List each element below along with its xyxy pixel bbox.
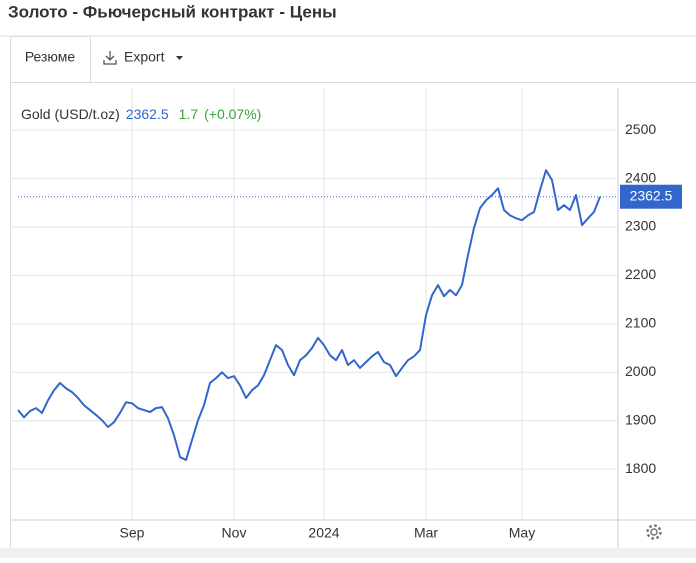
y-tick-label: 2300 bbox=[625, 218, 656, 234]
legend-change: 1.7 bbox=[179, 106, 199, 122]
legend: Gold (USD/t.oz) 2362.5 1.7 (+0.07%) bbox=[21, 106, 261, 122]
y-tick-label: 2100 bbox=[625, 315, 656, 331]
gear-hub[interactable] bbox=[650, 528, 658, 536]
x-tick-label: May bbox=[509, 525, 535, 541]
download-icon[interactable] bbox=[103, 51, 117, 65]
x-tick-label: 2024 bbox=[308, 525, 339, 541]
legend-change-percent: (+0.07%) bbox=[204, 106, 261, 122]
y-tick-label: 1900 bbox=[625, 411, 656, 427]
x-tick-label: Sep bbox=[120, 525, 145, 541]
last-price-box bbox=[620, 184, 682, 209]
x-tick-label: Mar bbox=[414, 525, 438, 541]
last-price-label: 2362.5 bbox=[630, 187, 673, 203]
footer-strip bbox=[0, 548, 696, 558]
export-button[interactable]: Export bbox=[103, 49, 183, 65]
export-label[interactable]: Export bbox=[124, 49, 165, 65]
settings-icon[interactable] bbox=[646, 524, 662, 540]
plot: 1800 1900 2000 2100 2200 2300 2400 2500 Sep Nov 20… bbox=[10, 88, 696, 548]
page-title: Золото - Фьючерсный контракт - Цены bbox=[8, 2, 337, 21]
legend-name: Gold (USD/t.oz) bbox=[21, 106, 120, 122]
price-line bbox=[17, 169, 601, 461]
y-tick-label: 2200 bbox=[625, 266, 656, 282]
x-tick-label: Nov bbox=[222, 525, 247, 541]
y-tick-label: 2400 bbox=[625, 169, 656, 185]
legend-last: 2362.5 bbox=[126, 106, 169, 122]
caret[interactable] bbox=[176, 56, 183, 60]
y-tick-label: 2500 bbox=[625, 121, 656, 137]
y-tick-label: 1800 bbox=[625, 460, 656, 476]
tab-label[interactable]: Резюме bbox=[25, 49, 76, 65]
gear-teeth[interactable] bbox=[646, 524, 662, 540]
y-tick-label: 2000 bbox=[625, 363, 656, 379]
